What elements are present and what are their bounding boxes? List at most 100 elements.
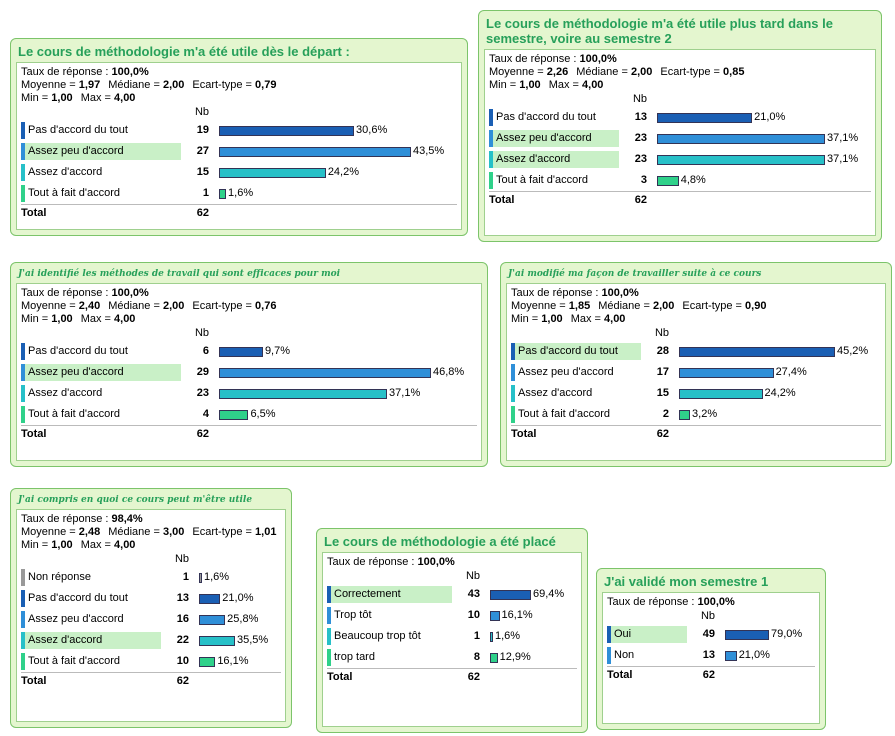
stat-line: Moyenne = 2,48 Médiane = 3,00 Ecart-type =…	[21, 526, 281, 539]
row-count: 19	[196, 124, 209, 136]
stat-label: Max =	[570, 313, 605, 325]
percent-label: 35,5%	[237, 634, 269, 646]
bar	[679, 347, 835, 357]
table-row: Beaucoup trop tôt 1 1,6%	[327, 626, 577, 647]
row-count: 17	[656, 366, 669, 378]
stat-value: 2,48	[78, 526, 101, 538]
row-count: 1	[202, 187, 209, 199]
percent-label: 45,2%	[837, 345, 869, 357]
stat-value: 1,01	[255, 526, 277, 538]
table-row: Assez d'accord 15 24,2%	[511, 383, 881, 404]
stat-label: Médiane =	[108, 526, 163, 538]
total-count: 62	[176, 675, 189, 687]
count-header: Nb	[194, 327, 209, 339]
bar	[679, 368, 774, 378]
total-count: 62	[196, 428, 209, 440]
stat-label: Taux de réponse :	[489, 53, 580, 65]
table-row: Pas d'accord du tout 28 45,2%	[511, 341, 881, 362]
row-count: 13	[702, 649, 715, 661]
percent-label: 21,0%	[754, 111, 786, 123]
table-header: Nb	[327, 569, 577, 584]
row-label: Tout à fait d'accord	[489, 172, 619, 189]
count-header: Nb	[700, 610, 715, 622]
survey-panel: J'ai modifié ma façon de travailler suit…	[500, 262, 892, 467]
total-label: Total	[489, 194, 515, 206]
bar	[657, 113, 753, 123]
stat-line: Moyenne = 2,26 Médiane = 2,00 Ecart-type =…	[489, 66, 871, 79]
row-label: Assez d'accord	[21, 385, 181, 402]
table-header: Nb	[607, 609, 815, 624]
percent-label: 24,2%	[327, 166, 360, 178]
stat-value: 0,85	[723, 66, 745, 78]
bar	[219, 168, 326, 178]
percent-label: 12,9%	[499, 651, 531, 663]
bar	[725, 630, 769, 640]
row-count: 15	[196, 166, 209, 178]
percent-label: 16,1%	[501, 609, 533, 621]
table-row: Pas d'accord du tout 13 21,0%	[21, 588, 281, 609]
stat-label: Max =	[548, 79, 583, 91]
bar	[679, 389, 763, 399]
stat-label: Moyenne =	[511, 300, 569, 312]
bar	[219, 368, 431, 378]
table-row: Tout à fait d'accord 1 1,6%	[21, 183, 457, 204]
total-label: Total	[21, 428, 47, 440]
stat-value: 100,0%	[417, 556, 455, 568]
percent-label: 43,5%	[413, 145, 445, 157]
stat-label: Max =	[80, 92, 115, 104]
row-count: 6	[202, 345, 209, 357]
stat-line: Taux de réponse : 100,0%	[21, 66, 457, 79]
panel-body: Taux de réponse : 100,0% Moyenne = 2,40 Mé…	[16, 283, 482, 461]
panel-body: Taux de réponse : 100,0% Nb Oui 49 79,0% Non 1…	[602, 592, 820, 724]
row-label: Tout à fait d'accord	[511, 406, 641, 423]
total-label: Total	[21, 207, 47, 219]
row-label: Pas d'accord du tout	[511, 343, 641, 360]
stat-line: Moyenne = 1,97 Médiane = 2,00 Ecart-type =…	[21, 79, 457, 92]
stat-value: 0,76	[255, 300, 277, 312]
stat-label: Taux de réponse :	[607, 596, 698, 608]
row-count: 10	[176, 655, 189, 667]
stat-label: Taux de réponse :	[21, 66, 112, 78]
percent-label: 30,6%	[356, 124, 388, 136]
stat-label: Ecart-type =	[660, 66, 724, 78]
stat-label: Moyenne =	[21, 79, 79, 91]
stat-label: Moyenne =	[21, 300, 79, 312]
stat-label: Taux de réponse :	[327, 556, 418, 568]
panel-title: Le cours de méthodologie a été placé	[324, 534, 556, 549]
stat-value: 4,00	[114, 92, 136, 104]
row-label: Assez d'accord	[21, 164, 181, 181]
stat-line: Min = 1,00 Max = 4,00	[21, 539, 281, 552]
row-label: Tout à fait d'accord	[21, 653, 161, 670]
percent-label: 4,8%	[680, 174, 706, 186]
stat-label: Taux de réponse :	[511, 287, 602, 299]
row-count: 1	[182, 571, 189, 583]
bar	[199, 657, 216, 667]
stat-line: Min = 1,00 Max = 4,00	[489, 79, 871, 92]
panel-title: J'ai modifié ma façon de travailler suit…	[508, 269, 762, 279]
stat-value: 0,90	[745, 300, 767, 312]
row-count: 1	[473, 630, 480, 642]
table-header: Nb	[21, 552, 281, 567]
stat-value: 4,00	[604, 313, 626, 325]
count-header: Nb	[632, 93, 647, 105]
table-row: Pas d'accord du tout 6 9,7%	[21, 341, 477, 362]
stat-value: 2,26	[546, 66, 569, 78]
table-header: Nb	[511, 326, 881, 341]
bar	[219, 410, 249, 420]
stat-line: Min = 1,00 Max = 4,00	[21, 92, 457, 105]
row-label: Pas d'accord du tout	[489, 109, 619, 126]
row-count: 2	[662, 408, 669, 420]
row-count: 15	[656, 387, 669, 399]
row-count: 13	[634, 111, 647, 123]
table-row: Assez peu d'accord 29 46,8%	[21, 362, 477, 383]
stat-line: Taux de réponse : 100,0%	[607, 596, 815, 609]
panel-body: Taux de réponse : 100,0% Nb Correctement 43…	[322, 552, 582, 727]
stat-label: Taux de réponse :	[21, 287, 112, 299]
stat-label: Min =	[21, 92, 52, 104]
percent-label: 24,2%	[764, 387, 796, 399]
total-label: Total	[327, 671, 353, 683]
bar	[725, 651, 737, 661]
stat-value: 1,00	[519, 79, 541, 91]
panel-body: Taux de réponse : 98,4% Moyenne = 2,48 Méd…	[16, 509, 286, 722]
row-label: Assez peu d'accord	[511, 364, 641, 381]
